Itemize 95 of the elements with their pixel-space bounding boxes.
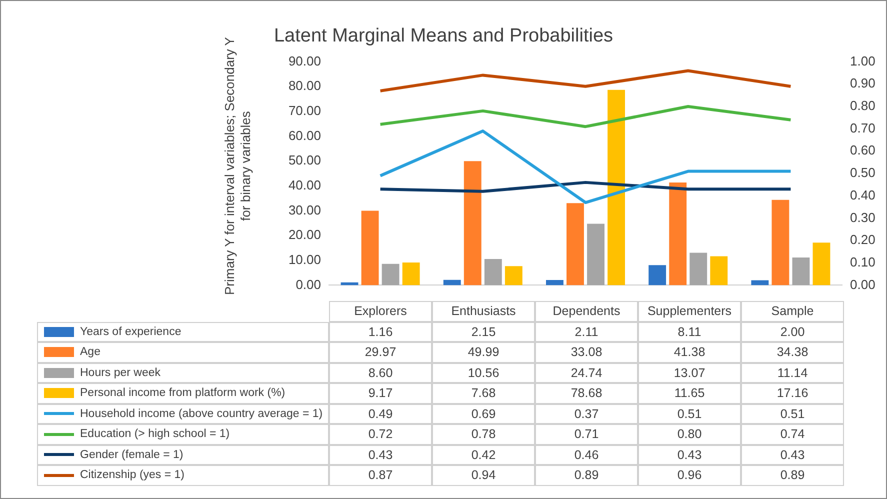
data-label: 0.37 (535, 404, 638, 424)
data-label: 78.68 (535, 383, 638, 404)
legend-label: Hours per week (80, 366, 161, 379)
y-axis-title: Primary Y for interval variables; Secondary Y for binary variables (222, 36, 254, 297)
bar (443, 280, 461, 286)
bar (648, 265, 666, 286)
y-tick-label: 40.00 (288, 177, 321, 192)
bar (382, 264, 400, 286)
data-label: 0.51 (638, 404, 741, 424)
bar (772, 200, 790, 286)
data-label: 29.97 (329, 342, 432, 362)
data-label: 0.94 (432, 465, 535, 486)
y2-tick-label: 0.00 (850, 276, 876, 292)
y2-tick-label: 0.60 (850, 142, 876, 158)
data-label: 0.78 (432, 424, 535, 444)
data-label: 24.74 (535, 362, 638, 383)
data-label: 2.15 (432, 322, 535, 342)
y2-tick-label: 0.10 (850, 254, 876, 270)
legend-label: Education (> high school = 1) (80, 428, 230, 440)
y2-tick-label: 0.50 (850, 165, 876, 180)
bar (546, 280, 564, 286)
data-label: 11.14 (741, 362, 844, 383)
y2-tick-label: 0.70 (850, 120, 876, 136)
legend-label: Household income (above country average = 1) (80, 408, 323, 420)
y2-tick-label: 1.00 (850, 53, 876, 68)
legend-label: Age (80, 346, 100, 358)
bar (812, 242, 830, 286)
data-label: 0.42 (432, 444, 535, 465)
data-label: 7.68 (432, 383, 535, 404)
data-label: 8.11 (638, 322, 741, 342)
y2-tick-label: 0.30 (850, 210, 876, 225)
bar (566, 203, 584, 286)
chart-title: Latent Marginal Means and Probabilities (274, 26, 614, 47)
y-tick-label: 30.00 (288, 202, 321, 218)
data-label: 0.69 (432, 404, 535, 424)
y2-tick-label: 0.40 (850, 187, 876, 202)
data-label: 0.46 (535, 444, 638, 465)
bar (690, 252, 708, 286)
data-label: 2.11 (535, 322, 638, 342)
y-tick-label: 10.00 (288, 252, 321, 267)
data-label: 13.07 (638, 362, 741, 383)
data-label: 9.17 (329, 383, 432, 404)
y2-tick-label: 0.20 (850, 232, 876, 248)
data-label: 11.65 (638, 383, 741, 404)
y-tick-label: 60.00 (288, 128, 321, 143)
bar (587, 224, 604, 286)
data-label: 0.49 (329, 404, 432, 424)
bar (361, 210, 379, 286)
data-label: 2.00 (741, 322, 844, 342)
bar (464, 161, 482, 286)
data-label: 0.89 (741, 465, 844, 486)
bar (751, 280, 769, 286)
data-label: 0.96 (638, 465, 741, 486)
data-label: 0.51 (741, 404, 844, 424)
data-label: 10.56 (432, 362, 535, 383)
data-label: 0.43 (638, 444, 741, 465)
x-tick-label: Enthusiasts (432, 301, 535, 322)
x-tick-label: Sample (741, 301, 844, 322)
data-label: 41.38 (638, 342, 741, 362)
data-label: 8.60 (329, 362, 432, 383)
x-tick-label: Explorers (329, 301, 432, 322)
x-tick-label: Supplementers (638, 301, 741, 322)
data-label: 0.80 (638, 424, 741, 444)
data-label: 0.43 (741, 444, 844, 465)
data-label: 34.38 (741, 342, 844, 362)
data-label: 1.16 (329, 322, 432, 342)
legend-label: Citizenship (yes = 1) (80, 469, 184, 482)
legend-label: Gender (female = 1) (80, 448, 184, 461)
bar (710, 256, 728, 286)
bar (608, 90, 625, 286)
data-label: 0.71 (535, 424, 638, 444)
y-tick-label: 80.00 (288, 78, 321, 94)
y-tick-label: 0.00 (296, 276, 321, 292)
y-tick-label: 90.00 (288, 53, 321, 68)
y-tick-label: 70.00 (288, 103, 321, 118)
x-tick-label: Dependents (535, 301, 638, 322)
bar (484, 258, 502, 286)
data-label: 0.72 (329, 424, 432, 444)
bar (669, 182, 687, 286)
y-tick-label: 50.00 (288, 152, 321, 168)
bar (504, 266, 522, 286)
legend-label: Years of experience (80, 326, 182, 338)
bar (402, 262, 420, 286)
data-label: 0.89 (535, 465, 638, 486)
bar (792, 258, 810, 286)
legend-label: Personal income from platform work (%) (80, 387, 286, 400)
y2-tick-label: 0.90 (850, 76, 876, 91)
data-label: 0.43 (329, 444, 432, 465)
data-label: 49.99 (432, 342, 535, 362)
y2-tick-label: 0.80 (850, 98, 876, 114)
data-label: 17.16 (741, 383, 844, 404)
data-label: 0.87 (329, 465, 432, 486)
data-label: 0.74 (741, 424, 844, 444)
y-tick-label: 20.00 (288, 227, 321, 242)
data-label: 33.08 (535, 342, 638, 362)
